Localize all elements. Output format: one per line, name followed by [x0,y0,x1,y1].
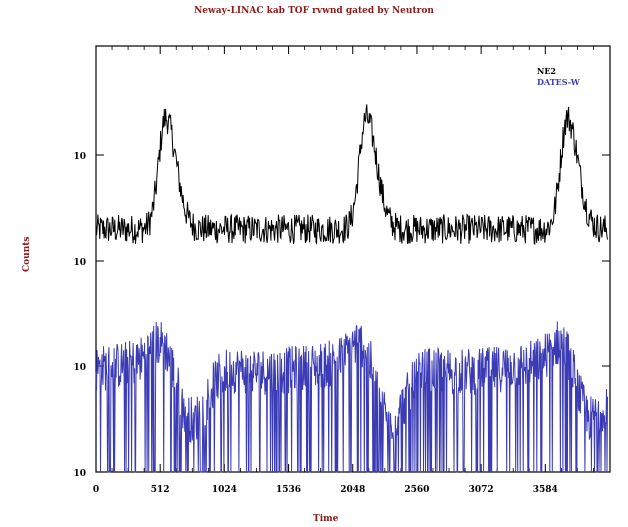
x-tick-label: 2560 [404,485,429,495]
x-tick-label: 2048 [340,485,365,495]
legend-entry-dates-w: DATES-W [537,77,580,87]
series-ne2-line [95,104,608,246]
x-tick-label: 0 [93,485,99,495]
x-tick-label: 1536 [276,485,301,495]
x-tick-label: 1024 [212,485,237,495]
series-dates-w-line [95,321,608,473]
legend-entry-ne2: NE2 [537,66,556,76]
y-tick-label: 10 [73,469,86,479]
y-tick-label: 10 [73,152,86,162]
plot-frame [95,45,611,473]
y-tick-label: 10 [73,363,86,373]
y-tick-label: 10 [73,258,86,268]
legend: NE2 DATES-W [537,66,580,88]
x-tick-label: 3584 [533,485,558,495]
x-tick-label: 512 [151,485,170,495]
chart-title: Neway-LINAC kab TOF rvwnd gated by Neutr… [194,6,434,16]
x-axis-label: Time [313,514,339,524]
x-tick-label: 3072 [469,485,494,495]
